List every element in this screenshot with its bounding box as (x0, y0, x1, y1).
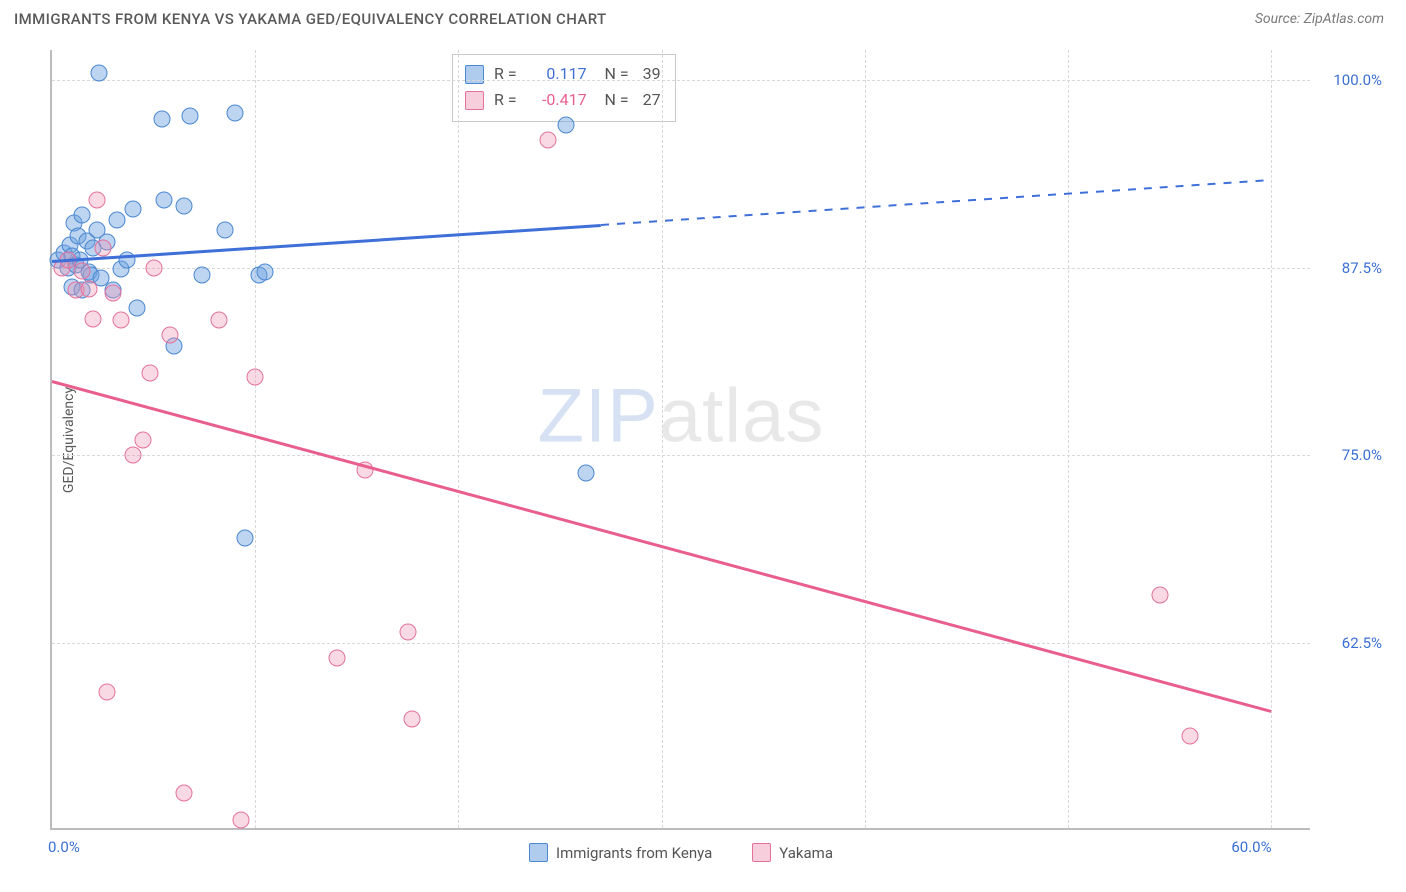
point-yakama (88, 192, 105, 209)
y-tick-label: 87.5% (1322, 259, 1382, 277)
point-yakama (74, 262, 91, 279)
point-kenya (237, 529, 254, 546)
point-yakama (80, 280, 97, 297)
point-yakama (113, 312, 130, 329)
point-kenya (109, 211, 126, 228)
chart-title: IMMIGRANTS FROM KENYA VS YAKAMA GED/EQUI… (14, 10, 607, 28)
series-legend: Immigrants from Kenya Yakama (52, 843, 1310, 862)
trend-line (52, 224, 601, 263)
point-yakama (328, 649, 345, 666)
correlation-stats-box: R = 0.117 N = 39 R = -0.417 N = 27 (452, 54, 676, 122)
point-yakama (1151, 586, 1168, 603)
point-yakama (104, 285, 121, 302)
point-kenya (216, 222, 233, 239)
point-kenya (558, 117, 575, 134)
gridline-v (1271, 50, 1272, 828)
point-yakama (176, 784, 193, 801)
point-yakama (141, 364, 158, 381)
point-yakama (247, 369, 264, 386)
legend-swatch-pink (752, 843, 771, 862)
point-kenya (74, 207, 91, 224)
point-yakama (233, 811, 250, 828)
stats-row-yakama: R = -0.417 N = 27 (465, 87, 661, 113)
y-tick-label: 62.5% (1322, 634, 1382, 652)
point-yakama (125, 447, 142, 464)
point-kenya (125, 201, 142, 218)
point-kenya (90, 64, 107, 81)
point-yakama (1182, 727, 1199, 744)
gridline-h (52, 455, 1310, 456)
trend-line (601, 179, 1272, 226)
gridline-v (1068, 50, 1069, 828)
point-yakama (399, 624, 416, 641)
gridline-h (52, 268, 1310, 269)
y-tick-label: 100.0% (1322, 71, 1382, 89)
point-yakama (403, 711, 420, 728)
stats-row-kenya: R = 0.117 N = 39 (465, 61, 661, 87)
point-yakama (84, 310, 101, 327)
gridline-v (865, 50, 866, 828)
legend-swatch-blue (529, 843, 548, 862)
legend-swatch-pink (465, 91, 484, 110)
source-attribution: Source: ZipAtlas.com (1255, 11, 1384, 27)
gridline-v (662, 50, 663, 828)
x-tick-label: 0.0% (48, 838, 80, 856)
legend-item-yakama: Yakama (752, 843, 833, 862)
gridline-h (52, 643, 1310, 644)
point-yakama (539, 132, 556, 149)
point-yakama (161, 327, 178, 344)
chart-container: GED/Equivalency ZIPatlas R = 0.117 N = 3… (50, 50, 1390, 830)
x-tick-label: 60.0% (1231, 838, 1271, 856)
point-kenya (578, 465, 595, 482)
point-kenya (153, 111, 170, 128)
point-yakama (210, 312, 227, 329)
point-kenya (129, 300, 146, 317)
gridline-v (458, 50, 459, 828)
watermark: ZIPatlas (538, 372, 825, 459)
point-yakama (135, 432, 152, 449)
plot-area: ZIPatlas R = 0.117 N = 39 R = -0.417 N =… (50, 50, 1310, 830)
point-kenya (257, 264, 274, 281)
y-tick-label: 75.0% (1322, 446, 1382, 464)
point-kenya (194, 267, 211, 284)
point-kenya (176, 198, 193, 215)
gridline-v (255, 50, 256, 828)
gridline-h (52, 80, 1310, 81)
legend-item-kenya: Immigrants from Kenya (529, 843, 712, 862)
point-kenya (226, 105, 243, 122)
point-yakama (98, 684, 115, 701)
point-yakama (94, 240, 111, 257)
point-kenya (182, 108, 199, 125)
point-yakama (145, 259, 162, 276)
point-kenya (155, 192, 172, 209)
